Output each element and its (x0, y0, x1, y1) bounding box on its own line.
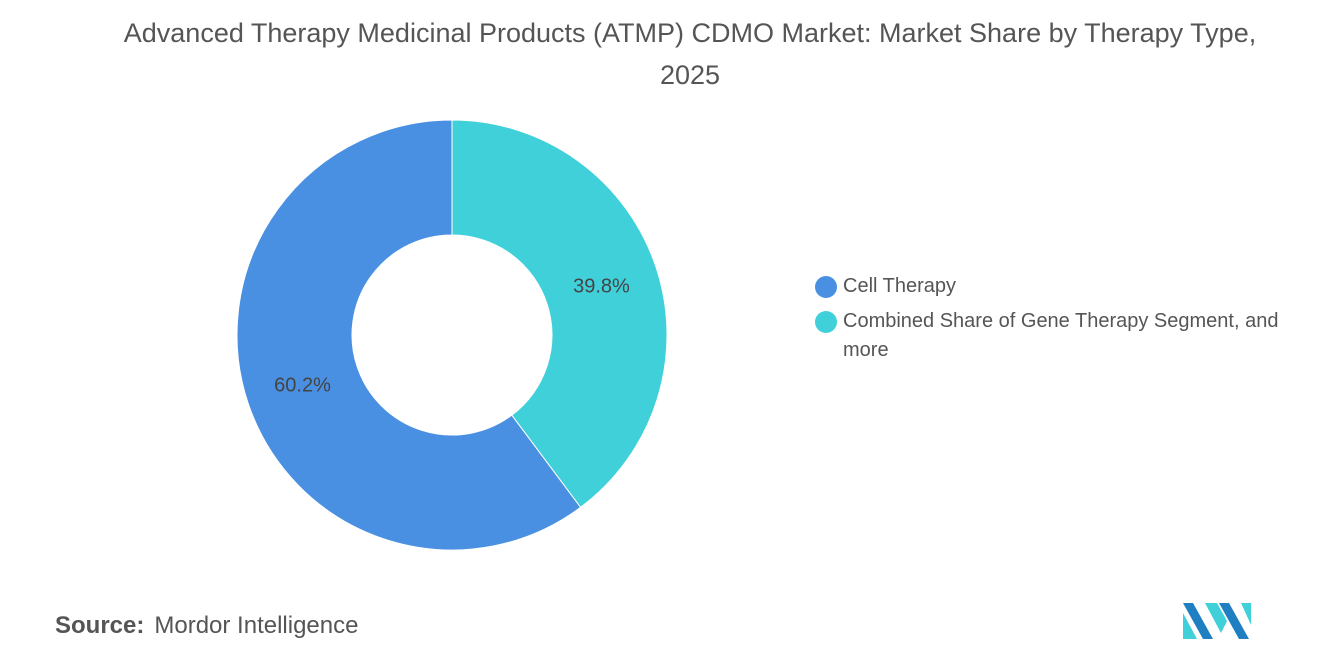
source: Source: Mordor Intelligence (55, 612, 358, 640)
legend: Cell Therapy Combined Share of Gene Ther… (815, 272, 1303, 371)
chart-title: Advanced Therapy Medicinal Products (ATM… (123, 18, 1257, 90)
legend-swatch (815, 276, 837, 298)
source-value: Mordor Intelligence (154, 612, 359, 639)
legend-label: Cell Therapy (843, 275, 957, 297)
source-label: Source: (55, 612, 145, 639)
data-label-0: 39.8% (573, 275, 630, 297)
legend-label: Combined Share of Gene Therapy Segment, … (843, 310, 1279, 361)
legend-item-cell-therapy[interactable]: Cell Therapy (815, 272, 1303, 301)
slice-1[interactable] (236, 119, 582, 551)
slice-0[interactable] (451, 119, 668, 509)
legend-item-gene-therapy[interactable]: Combined Share of Gene Therapy Segment, … (815, 307, 1303, 365)
mordor-logo (1183, 603, 1251, 639)
data-label-1: 60.2% (274, 375, 331, 397)
legend-swatch (815, 311, 837, 333)
